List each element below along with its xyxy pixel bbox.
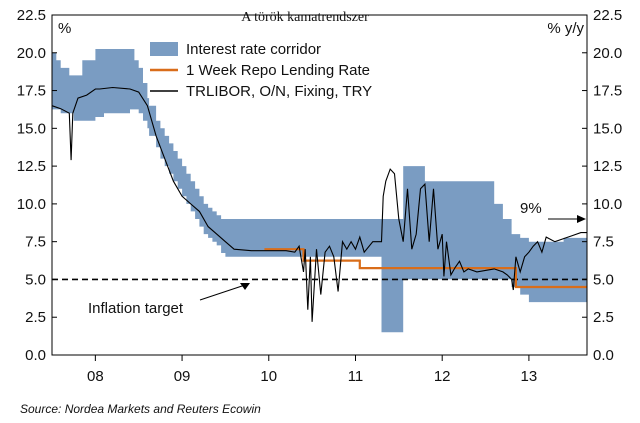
annotation-arrow-inflation-target — [199, 283, 249, 301]
x-tick-label: 08 — [87, 368, 104, 385]
series-trlibor-on-fixing-try — [51, 86, 587, 322]
legend-label: 1 Week Repo Lending Rate — [186, 62, 370, 79]
x-tick-label: 12 — [434, 368, 451, 385]
axes: 0.0 0.0 2.5 2.5 5.0 5.0 7.5 7.5 10.0 10.0 12.5 12.5… — [17, 7, 622, 385]
y-tick-label-left: 20.0 — [17, 45, 46, 62]
legend-label: Interest rate corridor — [186, 41, 321, 58]
annotation-arrowhead-9-percent — [577, 215, 586, 223]
x-tick-label: 11 — [348, 368, 364, 385]
series-1-week-repo-lending-rate — [264, 248, 587, 289]
legend: Interest rate corridor 1 Week Repo Lendin… — [150, 41, 372, 100]
y-tick-label-left: 15.0 — [17, 120, 46, 137]
y-unit-right: % y/y — [547, 20, 584, 37]
x-tick-label: 10 — [260, 368, 277, 385]
y-unit-left: % — [58, 20, 71, 37]
chart-title: A török kamatrendszer — [241, 10, 369, 25]
y-tick-label-right: 10.0 — [593, 196, 622, 213]
source-note: Source: Nordea Markets and Reuters Ecowi… — [20, 402, 261, 416]
annotation-inflation-target: Inflation target — [88, 300, 184, 317]
y-tick-label-right: 12.5 — [593, 158, 622, 175]
annotation-arrowhead-inflation-target — [240, 283, 250, 290]
y-tick-label-right: 5.0 — [593, 271, 614, 288]
annotation-9-percent: 9% — [520, 200, 542, 217]
y-tick-label-right: 15.0 — [593, 120, 622, 137]
x-tick-label: 09 — [174, 368, 191, 385]
y-tick-label-left: 0.0 — [25, 347, 46, 364]
y-tick-label-left: 2.5 — [25, 309, 46, 326]
plot-area — [51, 49, 587, 333]
y-tick-label-right: 0.0 — [593, 347, 614, 364]
y-tick-label-right: 2.5 — [593, 309, 614, 326]
plot-frame — [51, 14, 588, 356]
x-tick-label: 13 — [521, 368, 538, 385]
y-tick-label-right: 7.5 — [593, 234, 614, 251]
annotations: Inflation target 9% — [88, 200, 586, 317]
series-interest-rate-corridor — [52, 49, 587, 333]
legend-swatch-corridor — [150, 42, 178, 56]
y-tick-label-left: 7.5 — [25, 234, 46, 251]
y-tick-label-right: 17.5 — [593, 83, 622, 100]
y-tick-label-left: 10.0 — [17, 196, 46, 213]
y-tick-label-right: 22.5 — [593, 7, 622, 24]
y-tick-label-left: 5.0 — [25, 271, 46, 288]
y-tick-label-left: 22.5 — [17, 7, 46, 24]
y-tick-label-left: 12.5 — [17, 158, 46, 175]
legend-label: TRLIBOR, O/N, Fixing, TRY — [186, 83, 372, 100]
y-tick-label-right: 20.0 — [593, 45, 622, 62]
y-tick-label-left: 17.5 — [17, 83, 46, 100]
